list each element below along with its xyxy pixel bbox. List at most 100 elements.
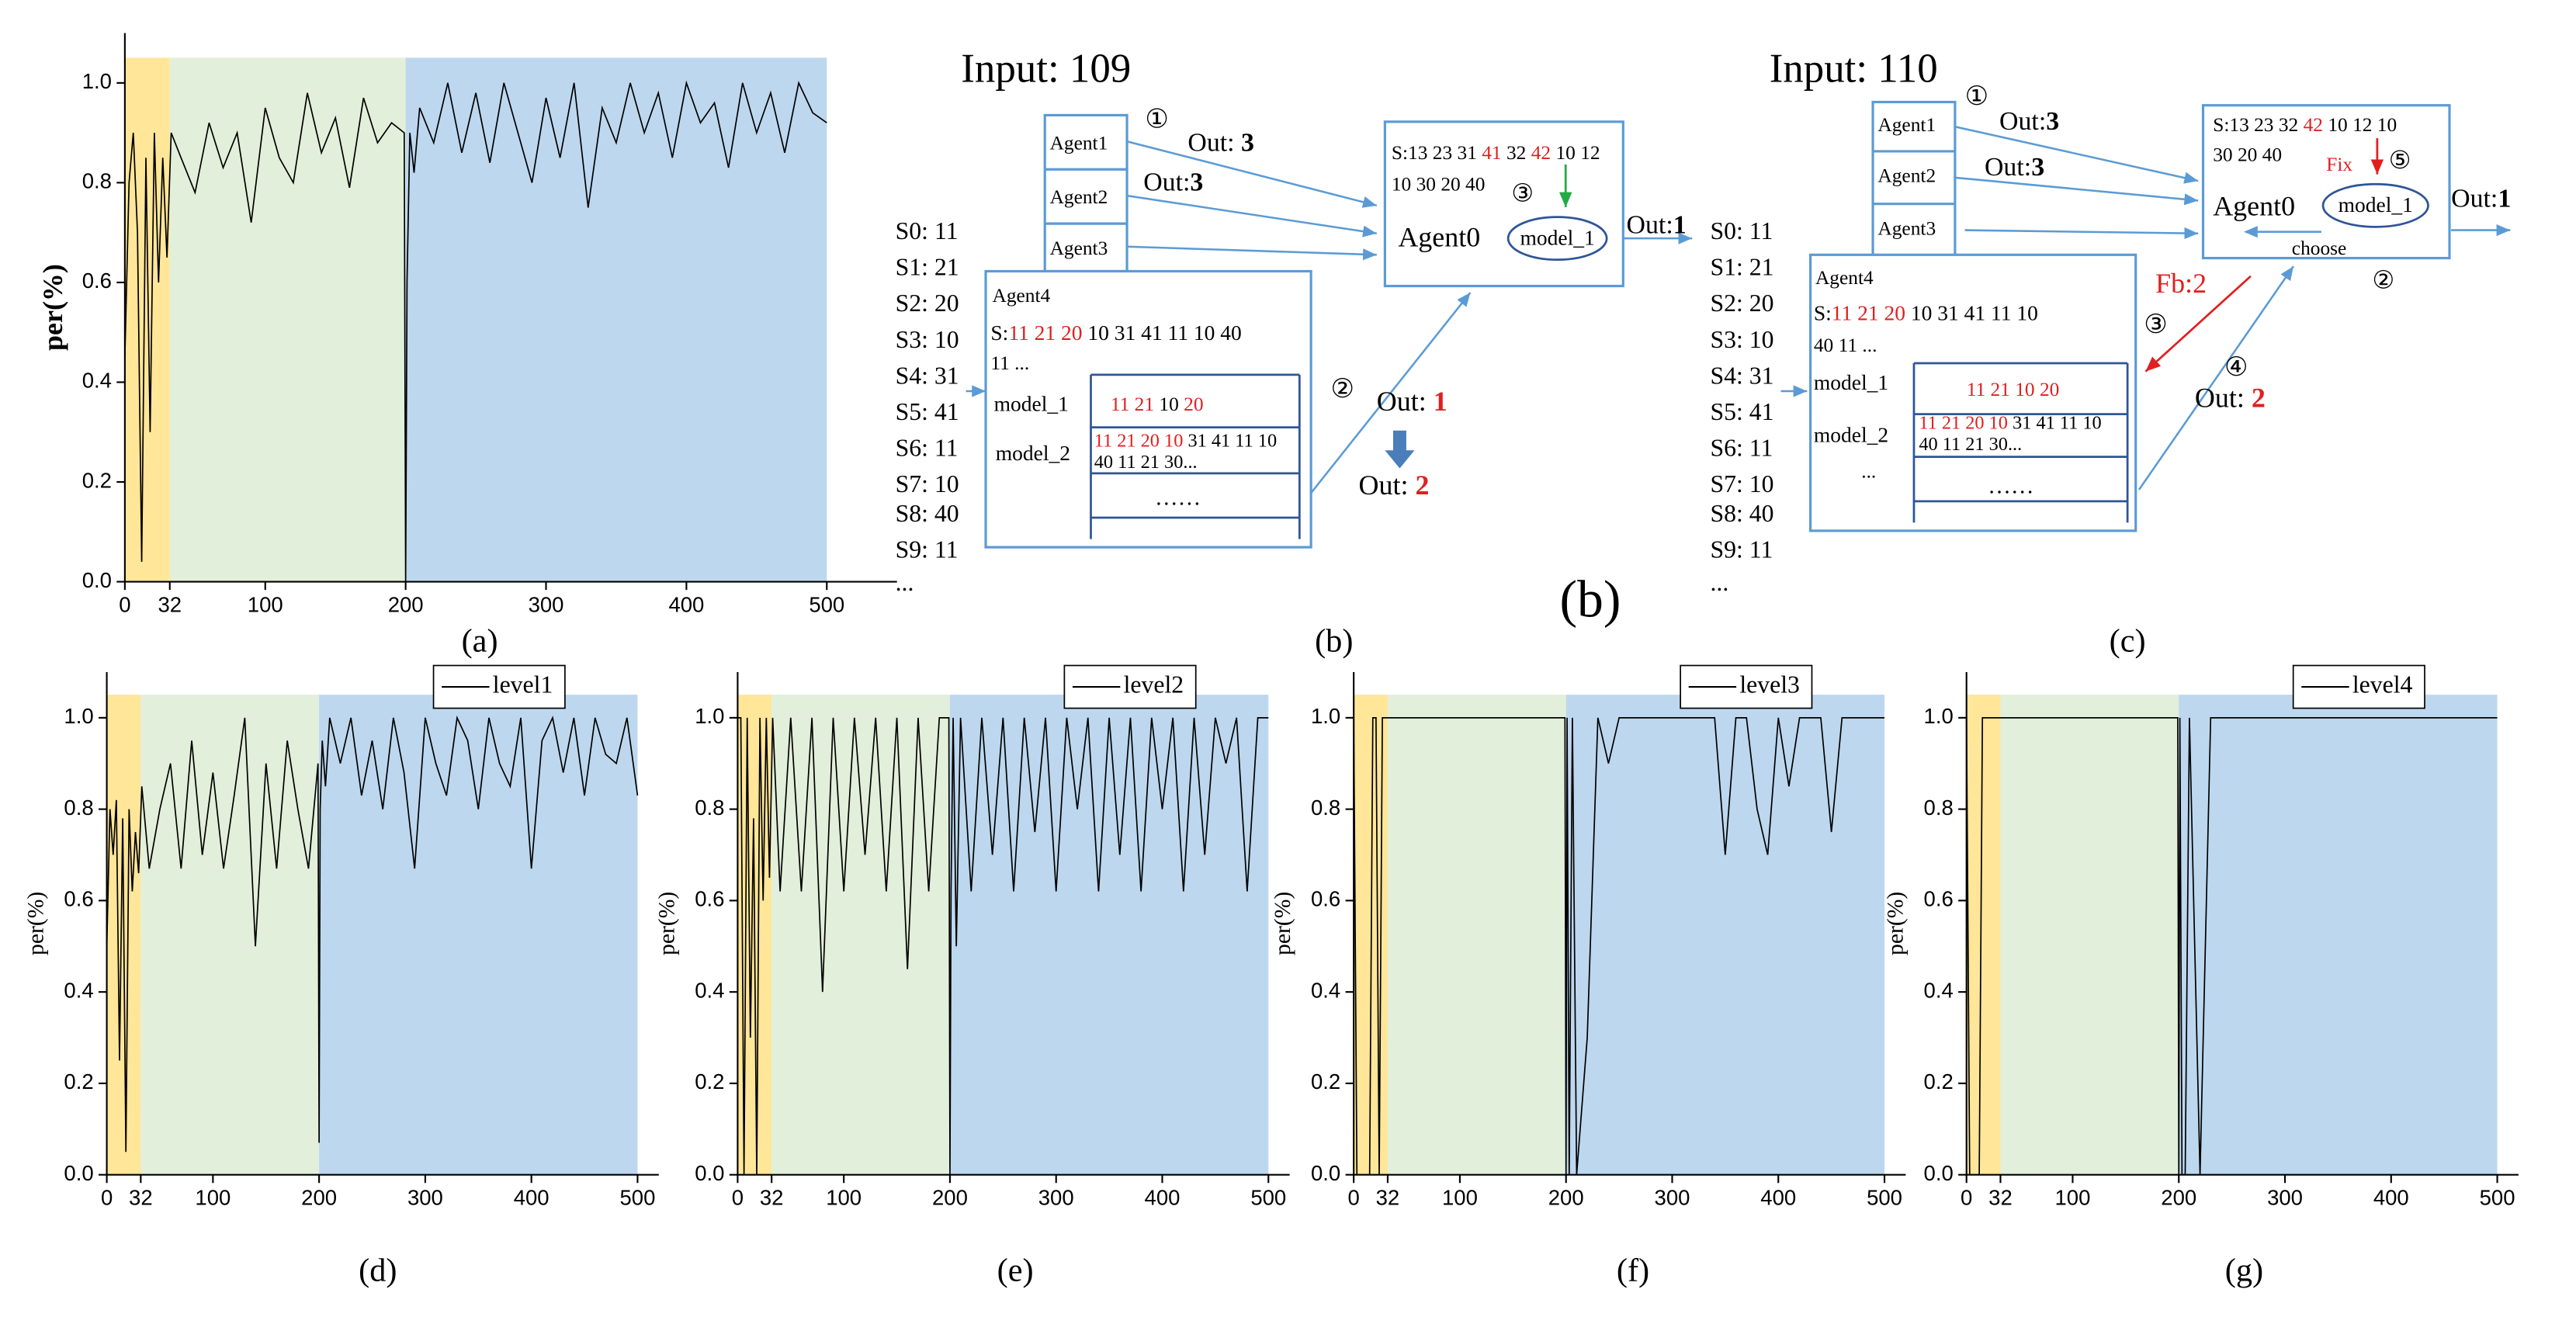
seq: S5: 41 xyxy=(896,398,959,425)
feedback: Fb:2 xyxy=(2155,268,2207,299)
y-axis-title: per(%) xyxy=(654,892,679,955)
text-segment: 11 21 10 20 xyxy=(1967,379,2060,400)
agent0-box xyxy=(2201,104,2451,260)
y-tick-label: 0.0 xyxy=(64,1161,93,1185)
out-value: 3 xyxy=(1190,168,1203,196)
text-segment: 11 21 20 xyxy=(1008,321,1082,345)
y-tick-label: 0.4 xyxy=(695,978,724,1002)
sequence: S0: 11 S1: 21 S2: 20 S3: 10 S4: 31 S5: 4… xyxy=(1710,217,1773,596)
y-tick-label: 0.8 xyxy=(695,795,724,820)
out: Out:3 xyxy=(1999,107,2059,136)
model: ... xyxy=(1861,461,1876,483)
text-segment: 31 41 11 10 xyxy=(1183,430,1277,451)
y-tick-label: 1.0 xyxy=(82,69,112,93)
seq: S0: 11 xyxy=(896,217,959,244)
x-tick-label: 300 xyxy=(1038,1186,1074,1210)
x-tick-label: 200 xyxy=(301,1186,337,1210)
y-axis-title: per(%) xyxy=(37,264,68,351)
step: ⑤ xyxy=(2389,147,2411,174)
out: Out: 1 xyxy=(1377,386,1447,417)
text-segment: S: xyxy=(1814,301,1832,325)
text-segment: 11 21 xyxy=(1111,393,1154,415)
out-label: Out: xyxy=(1999,107,2046,136)
text-segment: 40 11 21 30... xyxy=(1094,452,1198,473)
step: ① xyxy=(1965,82,1988,111)
out-value: 2 xyxy=(1415,470,1429,501)
legend-label: level4 xyxy=(2352,671,2413,698)
seq: S6: 11 xyxy=(1710,434,1773,461)
model: model_2 xyxy=(996,441,1070,465)
text-segment: 10 31 41 11 10 xyxy=(1905,301,2038,325)
x-tick-label: 300 xyxy=(529,593,564,617)
out: Out: 2 xyxy=(1359,470,1430,501)
region xyxy=(949,695,1269,1175)
step: ④ xyxy=(2224,353,2248,382)
text-segment: S:13 23 31 xyxy=(1392,142,1482,164)
seq: S3: 10 xyxy=(896,326,959,353)
agent-label: Agent2 xyxy=(1050,186,1108,208)
panel-label: (g) xyxy=(2225,1252,2263,1288)
step: ③ xyxy=(1511,179,1533,206)
model-ellipse xyxy=(2321,182,2429,228)
agent-label: Agent3 xyxy=(1050,237,1108,259)
row: 11 21 20 10 31 41 11 10 xyxy=(1094,430,1277,451)
x-tick-label: 300 xyxy=(407,1186,443,1210)
input-label: Input: 110 xyxy=(1770,47,1938,92)
out-value: 3 xyxy=(1241,128,1254,157)
y-tick-label: 0.6 xyxy=(1311,887,1340,911)
state: 30 20 40 xyxy=(2213,144,2282,165)
state: S:11 21 20 10 31 41 11 10 xyxy=(1814,301,2038,325)
y-tick-label: 0.8 xyxy=(1924,795,1954,820)
x-tick-label: 400 xyxy=(1145,1186,1181,1210)
arrow xyxy=(1126,194,1377,237)
out: Out:1 xyxy=(2451,184,2511,213)
seq: S8: 40 xyxy=(1710,500,1773,527)
more: …… xyxy=(1155,486,1201,511)
x-tick-label: 0 xyxy=(101,1186,113,1210)
x-tick-label: 200 xyxy=(2161,1186,2196,1210)
diagram-c: Input: 110 S0: 11 S1: 21 S2: 20 S3: 10 S… xyxy=(1710,47,2511,660)
y-tick-label: 0.8 xyxy=(64,795,93,820)
y-tick-label: 1.0 xyxy=(1311,704,1340,728)
state: S:13 23 32 42 10 12 10 xyxy=(2213,114,2397,136)
text-segment: 30 20 40 xyxy=(2213,144,2282,165)
x-tick-label: 300 xyxy=(1655,1186,1690,1210)
out-label: Out: xyxy=(1143,168,1190,196)
text-segment: 10 12 10 xyxy=(2323,114,2397,136)
choose: choose xyxy=(2292,237,2347,259)
out-label: Out: xyxy=(1627,210,1673,239)
y-tick-label: 1.0 xyxy=(1924,704,1954,728)
y-tick-label: 0.0 xyxy=(82,568,112,592)
region xyxy=(124,57,170,582)
text-segment: S: xyxy=(990,321,1008,345)
out-label: Out: xyxy=(2195,383,2245,414)
input-label: Input: 109 xyxy=(961,47,1131,92)
out-value: 3 xyxy=(2031,153,2044,182)
y-tick-label: 0.8 xyxy=(1311,795,1340,820)
step: ① xyxy=(1145,106,1168,134)
out-label: Out: xyxy=(1377,386,1427,417)
out-label: Out: xyxy=(1187,128,1234,157)
seq: S0: 11 xyxy=(1710,217,1773,244)
y-tick-label: 0.0 xyxy=(695,1161,724,1185)
more: …… xyxy=(1988,474,2033,499)
text-segment: 11 21 20 10 xyxy=(1919,412,2008,433)
region xyxy=(2000,695,2179,1175)
text-segment: 11 21 20 10 xyxy=(1094,430,1184,451)
text-segment: 42 xyxy=(2304,114,2323,136)
x-tick-label: 300 xyxy=(2267,1186,2303,1210)
state: S:11 21 20 10 31 41 11 10 40 xyxy=(990,321,1241,345)
diagram-b: Input: 109 S0: 11 S1: 21 S2: 20 S3: 10 S… xyxy=(896,47,1693,660)
y-tick-label: 0.6 xyxy=(82,269,112,293)
x-tick-label: 400 xyxy=(2373,1186,2409,1210)
x-tick-label: 100 xyxy=(1442,1186,1478,1210)
arrow xyxy=(1126,140,1378,208)
seq: S9: 11 xyxy=(896,536,959,563)
x-tick-label: 100 xyxy=(2055,1186,2091,1210)
region xyxy=(405,57,827,582)
series-line xyxy=(124,80,827,582)
arrow xyxy=(2137,265,2294,490)
region xyxy=(1387,695,1566,1175)
